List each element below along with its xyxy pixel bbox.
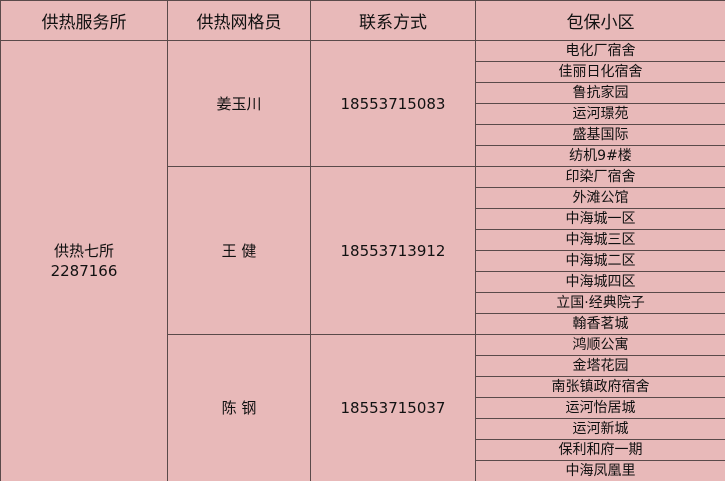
member-cell: 王 健 [167,166,311,335]
community-cell: 印染厂宿舍 [475,166,725,188]
community-cell: 外滩公馆 [475,187,725,209]
phone-cell: 18553715083 [310,40,476,167]
data-row: 陈 钢 18553715037 鸿顺公寓 [1,334,725,481]
data-row: 中海城三区 [1,229,725,251]
community-cell: 中海城四区 [475,271,725,293]
community-cell: 南张镇政府宿舍 [475,376,725,398]
header-cell: 包保小区 [475,0,725,41]
community-cell: 金塔花园 [475,355,725,377]
header-cell: 供热服务所 [0,0,168,41]
header-row: 供热服务所 供热网格员 联系方式 包保小区 [0,0,725,41]
community-cell: 中海城二区 [475,250,725,272]
member-cell: 陈 钢 [167,334,311,481]
data-row: 中海城一区 [1,208,725,230]
header-cell: 联系方式 [310,0,476,41]
community-cell: 运河璟苑 [475,103,725,125]
community-cell: 中海城一区 [475,208,725,230]
community-cell: 立国·经典院子 [475,292,725,314]
community-cell: 电化厂宿舍 [475,40,725,62]
community-cell: 运河怡居城 [475,397,725,419]
community-cell: 盛基国际 [475,124,725,146]
phone-cell: 18553715037 [310,334,476,481]
data-row: 王 健 18553713912 印染厂宿舍 [1,166,725,335]
header-cell: 供热网格员 [167,0,311,41]
community-cell: 中海城三区 [475,229,725,251]
data-row: 中海城二区 [1,250,725,272]
station-cell: 供热七所 2287166 [0,40,168,481]
community-cell: 鲁抗家园 [475,82,725,104]
data-row: 运河怡居城 [1,397,725,419]
community-cell: 中海凤凰里 [475,460,725,481]
community-cell: 运河新城 [475,418,725,440]
community-cell: 翰香茗城 [475,313,725,335]
community-cell: 纺机9#楼 [475,145,725,167]
community-cell: 鸿顺公寓 [475,334,725,356]
community-cell: 保利和府一期 [475,439,725,461]
data-row: 纺机9#楼 [1,145,725,167]
phone-cell: 18553713912 [310,166,476,335]
community-cell: 佳丽日化宿舍 [475,61,725,83]
station-phone: 2287166 [50,262,118,280]
member-cell: 姜玉川 [167,40,311,167]
data-row: 供热七所 2287166 姜玉川 18553715083 电化厂宿舍 [0,40,725,481]
station-name: 供热七所 [53,242,114,260]
